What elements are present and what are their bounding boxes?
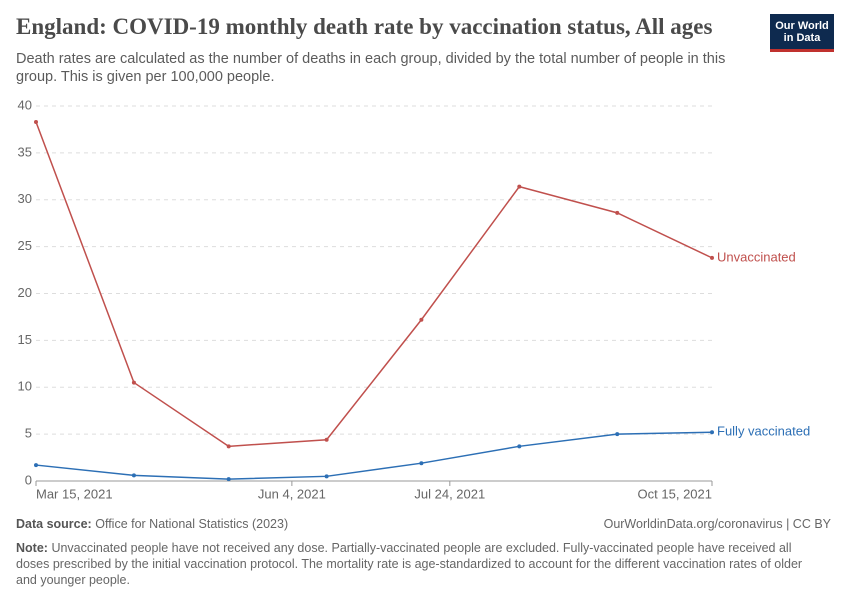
data-point (226, 444, 231, 449)
data-point (324, 437, 329, 442)
data-point (517, 444, 522, 449)
x-tick-label: Oct 15, 2021 (638, 486, 712, 501)
source-text[interactable]: Office for National Statistics (2023) (95, 517, 289, 531)
data-point (710, 255, 714, 260)
y-tick-label: 40 (18, 97, 32, 112)
data-point (419, 461, 424, 466)
data-point (710, 430, 714, 435)
x-tick-label: Jun 4, 2021 (258, 486, 326, 501)
data-point (131, 380, 136, 385)
source: Data source: Office for National Statist… (16, 516, 288, 532)
source-label: Data source: (16, 517, 92, 531)
chart-title: England: COVID-19 monthly death rate by … (16, 14, 713, 39)
data-point (615, 210, 620, 215)
credit[interactable]: OurWorldinData.org/coronavirus | CC BY (603, 517, 831, 531)
logo-line: Our World (775, 20, 829, 32)
data-point (226, 477, 231, 482)
data-point (324, 474, 329, 479)
chart-subtitle: Death rates are calculated as the number… (16, 51, 726, 85)
logo[interactable]: Our World in Data (770, 14, 834, 52)
note-label: Note: (16, 541, 48, 555)
logo-line: in Data (783, 32, 821, 44)
series-line (35, 121, 713, 448)
note: Note: Unvaccinated people have not recei… (16, 540, 816, 588)
y-tick-label: 35 (18, 144, 32, 159)
data-point (615, 432, 620, 437)
y-tick-label: 15 (18, 332, 32, 347)
y-tick-label: 0 (25, 472, 32, 487)
data-point (34, 119, 38, 124)
data-point (34, 463, 38, 468)
series-label: Unvaccinated (717, 249, 796, 264)
series-label: Fully vaccinated (717, 424, 810, 439)
x-tick-label: Jul 24, 2021 (414, 486, 485, 501)
series-line (35, 431, 713, 480)
y-tick-label: 25 (18, 238, 32, 253)
data-point (517, 184, 522, 189)
data-point (131, 473, 136, 478)
x-tick-label: Mar 15, 2021 (36, 486, 113, 501)
note-text: Unvaccinated people have not received an… (16, 541, 803, 587)
data-point (419, 317, 424, 322)
y-tick-label: 10 (18, 379, 32, 394)
y-tick-label: 30 (18, 191, 32, 206)
y-tick-label: 20 (18, 285, 32, 300)
y-tick-label: 5 (25, 426, 32, 441)
